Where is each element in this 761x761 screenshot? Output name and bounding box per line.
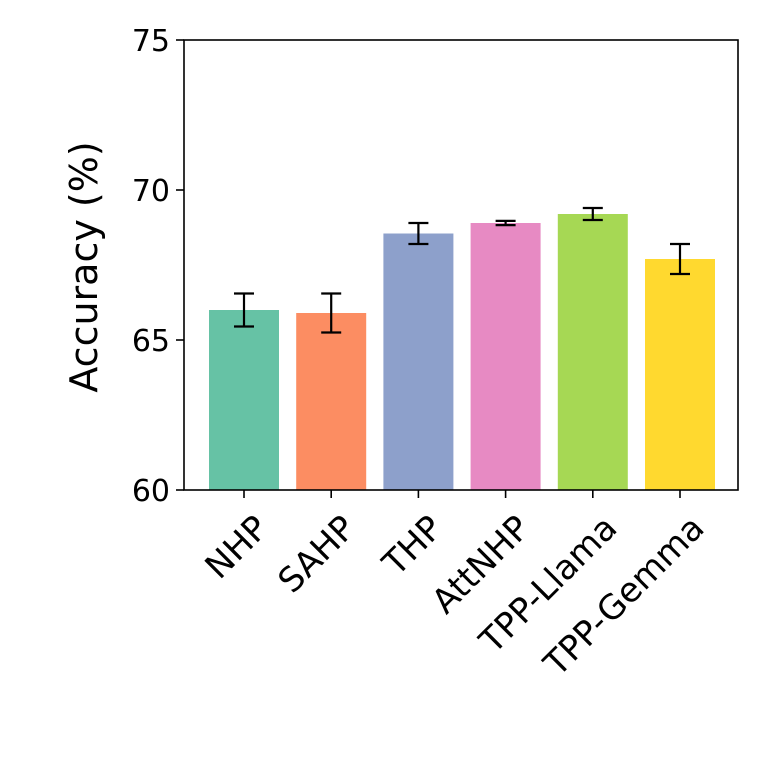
bar-sahp: [296, 313, 367, 490]
y-tick-label-75: 75: [132, 24, 170, 59]
error-bar-tpp-llama: [582, 206, 603, 222]
bar-nhp: [209, 310, 279, 490]
bar-tpp-gemma: [645, 259, 715, 490]
x-tick-label-sahp: SAHP: [271, 508, 364, 601]
bar-attnhp: [470, 223, 541, 490]
y-tick-label-65: 65: [132, 324, 170, 359]
error-bar-attnhp: [495, 219, 516, 227]
y-tick-label-60: 60: [132, 474, 170, 509]
bar-tpp-llama: [557, 214, 628, 490]
error-bar-nhp: [234, 292, 254, 328]
error-bar-tpp-gemma: [670, 242, 690, 276]
y-tick-label-70: 70: [132, 174, 170, 209]
y-axis-label: Accuracy (%): [62, 141, 106, 392]
error-bar-thp: [408, 221, 429, 246]
bars: [209, 214, 715, 490]
y-axis: 60 65 70 75: [132, 24, 184, 509]
bar-thp: [383, 233, 454, 490]
error-bars: [234, 206, 690, 334]
plot-frame: [183, 39, 739, 491]
x-tick-label-nhp: NHP: [198, 508, 277, 587]
x-tick-label-thp: THP: [375, 508, 451, 584]
error-bar-sahp: [321, 292, 342, 334]
